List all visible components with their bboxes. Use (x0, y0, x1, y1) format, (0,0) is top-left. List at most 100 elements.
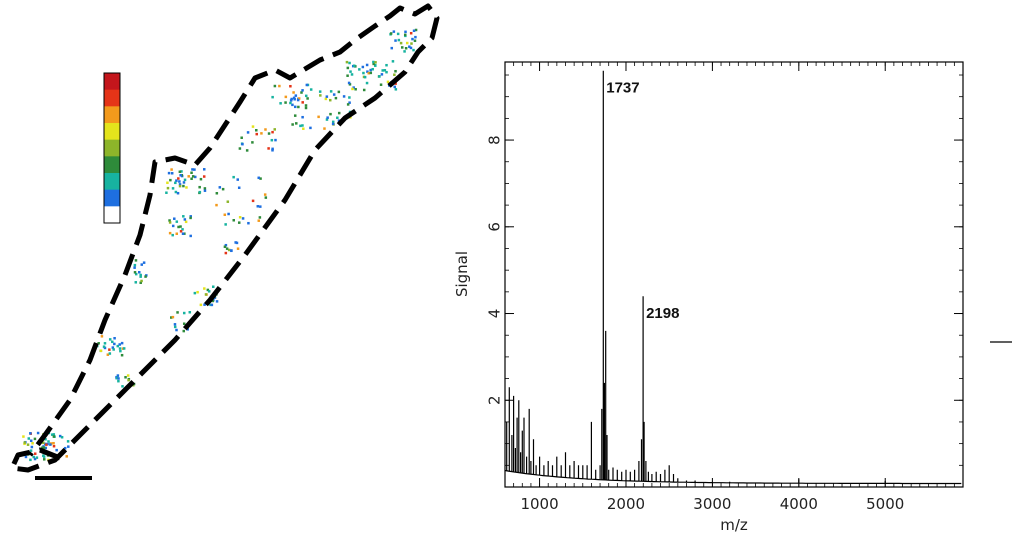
tissue-spot (273, 84, 277, 88)
tissue-spot (328, 98, 332, 102)
tissue-spot (165, 191, 168, 194)
tissue-spot (171, 233, 174, 237)
tissue-spot (179, 174, 182, 177)
tissue-spot (169, 178, 172, 182)
colorbar-segment (104, 139, 120, 157)
tissue-spot (202, 168, 206, 171)
tissue-spot (385, 63, 388, 67)
tissue-spot (256, 205, 260, 208)
tissue-spot (238, 215, 242, 219)
tissue-spot (367, 71, 370, 75)
tissue-spot (139, 281, 142, 285)
tissue-spot (108, 352, 112, 355)
tissue-spot (413, 39, 417, 43)
tissue-spot (116, 344, 120, 348)
peak-label: 2198 (646, 305, 679, 322)
tissue-spot (259, 177, 262, 180)
tissue-spot (176, 311, 179, 314)
tissue-spot (227, 248, 231, 252)
tissue-spot (295, 122, 298, 125)
tissue-spot (179, 225, 182, 228)
ion-image-panel (9, 3, 440, 480)
tissue-spot (227, 212, 230, 216)
tissue-spot (383, 69, 387, 72)
tissue-spot (27, 437, 31, 440)
tissue-spot (293, 114, 297, 117)
tissue-spot (171, 187, 175, 190)
spectrum-panel: 1000 2000 3000 4000 5000 2 4 6 8 1737 2198 m/z Si… (453, 61, 1012, 534)
tissue-spot (381, 69, 384, 72)
tissue-spot (33, 452, 37, 455)
tissue-spot (221, 187, 225, 191)
tissue-spot (134, 281, 138, 284)
tissue-spot (346, 66, 350, 70)
tissue-spot (111, 346, 115, 349)
tissue-spot (209, 303, 212, 307)
tissue-spot (215, 203, 218, 207)
tissue-spot (334, 96, 338, 100)
tissue-spot (191, 168, 194, 171)
tissue-spot (52, 433, 56, 436)
x-tick-label: 2000 (607, 495, 645, 513)
colorbar (103, 72, 121, 224)
tissue-spot (293, 98, 296, 101)
tissue-spot (218, 186, 222, 189)
tissue-spot (365, 63, 369, 67)
tissue-spot (23, 441, 26, 444)
tissue-spot (393, 73, 396, 76)
tissue-spot (204, 293, 208, 296)
tissue-spot (183, 232, 186, 235)
tissue-spot (178, 184, 182, 188)
tissue-spot (230, 249, 233, 252)
tissue-spot (186, 328, 189, 331)
tissue-spot (232, 219, 236, 222)
tissue-outline (9, 3, 440, 473)
tissue-spot (133, 271, 137, 274)
tissue-spot (63, 446, 67, 450)
tissue-spot (215, 300, 219, 303)
tissue-spot (267, 132, 271, 135)
tissue-spot (399, 41, 403, 45)
tissue-spot (337, 119, 341, 122)
tissue-spot (166, 186, 170, 190)
tissue-spot (113, 336, 116, 340)
tissue-spot (264, 196, 268, 199)
tissue-spot (190, 177, 193, 181)
tissue-spot (122, 347, 126, 350)
tissue-spot (41, 446, 44, 449)
tissue-spot (309, 126, 312, 130)
tissue-spot (394, 39, 397, 42)
tissue-spot (264, 128, 267, 131)
tissue-spot (371, 67, 374, 71)
tissue-spot (301, 101, 304, 104)
tissue-spot (166, 181, 169, 185)
tissue-spot (181, 228, 184, 231)
tissue-spot (121, 385, 124, 388)
tissue-spot (346, 74, 349, 77)
tissue-spot (271, 149, 274, 152)
tissue-spot (346, 103, 350, 106)
tissue-spot (171, 315, 175, 319)
tissue-spot (304, 104, 308, 107)
tissue-spot (168, 221, 172, 224)
tissue-spot (224, 223, 227, 226)
tissue-spot (138, 271, 141, 274)
tissue-spot (279, 102, 282, 105)
tissue-spot (189, 234, 192, 238)
tissue-spot (182, 329, 186, 333)
tissue-spot (106, 353, 110, 356)
tissue-spot (289, 101, 292, 105)
tissue-spot (22, 435, 25, 438)
tissue-spot (116, 374, 120, 377)
tissue-spot (236, 178, 239, 181)
tissue-spot (337, 111, 341, 115)
tissue-spot (369, 71, 373, 75)
tissue-spot (241, 142, 244, 146)
tissue-spot (167, 171, 171, 175)
tissue-spot (258, 216, 262, 219)
tissue-spot (184, 220, 188, 224)
tissue-spot (372, 62, 375, 66)
tissue-spot (139, 275, 142, 278)
x-tick-label: 3000 (693, 495, 731, 513)
tissue-spot (144, 275, 147, 278)
